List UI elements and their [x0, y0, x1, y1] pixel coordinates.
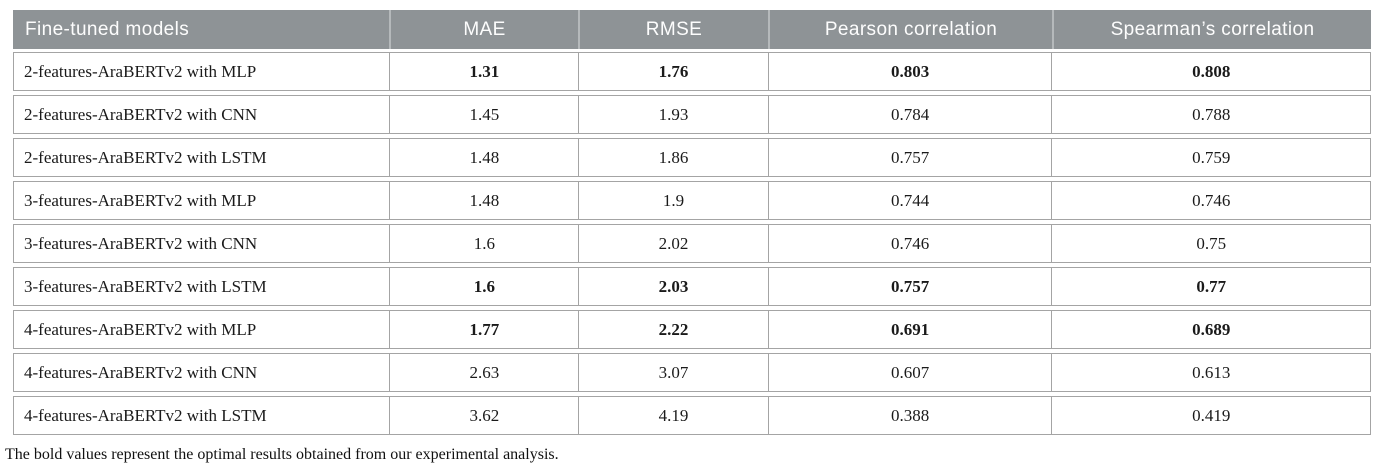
- model-name-cell: 3-features-AraBERTv2 with MLP: [24, 191, 257, 210]
- table-header-row: Fine-tuned models MAE RMSE Pearson correlat…: [13, 10, 1371, 49]
- table-row: 3-features-AraBERTv2 with CNN 1.6 2.02 0.74…: [13, 224, 1371, 263]
- model-name-cell: 3-features-AraBERTv2 with CNN: [24, 234, 258, 253]
- table-row: 2-features-AraBERTv2 with CNN 1.45 1.93 0.7…: [13, 95, 1371, 134]
- table-row: 4-features-AraBERTv2 with MLP 1.77 2.22 0.6…: [13, 310, 1371, 349]
- value-cell-rmse: 4.19: [578, 397, 768, 434]
- column-header-rmse: RMSE: [578, 10, 768, 49]
- table-row: 3-features-AraBERTv2 with MLP 1.48 1.9 0.74…: [13, 181, 1371, 220]
- value-cell-spearman-correlation: 0.613: [1051, 354, 1370, 391]
- value-cell-spearman-correlation: 0.746: [1051, 182, 1370, 219]
- value-cell-mae: 1.6: [389, 268, 578, 305]
- value-cell-pearson-correlation: 0.744: [767, 182, 1052, 219]
- value-cell-rmse: 2.22: [578, 311, 768, 348]
- value-cell-mae: 1.48: [389, 182, 578, 219]
- model-name-cell: 4-features-AraBERTv2 with MLP: [24, 320, 257, 339]
- value-cell-pearson-correlation: 0.784: [767, 96, 1052, 133]
- table-body: 2-features-AraBERTv2 with MLP 1.31 1.76 0.8…: [13, 52, 1371, 435]
- value-cell-mae: 1.48: [389, 139, 578, 176]
- value-cell-rmse: 1.93: [578, 96, 768, 133]
- value-cell-mae: 1.31: [389, 53, 578, 90]
- value-cell-spearman-correlation: 0.788: [1051, 96, 1370, 133]
- table-row: 4-features-AraBERTv2 with LSTM 3.62 4.19 0.…: [13, 396, 1371, 435]
- column-header-pearson-correlation: Pearson correlation: [768, 10, 1052, 49]
- value-cell-spearman-correlation: 0.75: [1051, 225, 1370, 262]
- model-name-cell: 2-features-AraBERTv2 with MLP: [24, 62, 257, 81]
- model-name-cell: 2-features-AraBERTv2 with CNN: [24, 105, 258, 124]
- value-cell-spearman-correlation: 0.689: [1051, 311, 1370, 348]
- value-cell-rmse: 2.03: [578, 268, 768, 305]
- value-cell-rmse: 3.07: [578, 354, 768, 391]
- model-name-cell: 3-features-AraBERTv2 with LSTM: [24, 277, 267, 296]
- value-cell-pearson-correlation: 0.803: [767, 53, 1052, 90]
- value-cell-pearson-correlation: 0.388: [767, 397, 1052, 434]
- table-row: 2-features-AraBERTv2 with MLP 1.31 1.76 0.8…: [13, 52, 1371, 91]
- table-row: 3-features-AraBERTv2 with LSTM 1.6 2.03 0.7…: [13, 267, 1371, 306]
- value-cell-spearman-correlation: 0.77: [1051, 268, 1370, 305]
- value-cell-rmse: 2.02: [578, 225, 768, 262]
- model-name-cell: 4-features-AraBERTv2 with CNN: [24, 363, 258, 382]
- value-cell-pearson-correlation: 0.746: [767, 225, 1052, 262]
- table-row: 2-features-AraBERTv2 with LSTM 1.48 1.86 0.…: [13, 138, 1371, 177]
- value-cell-mae: 3.62: [389, 397, 578, 434]
- value-cell-rmse: 1.76: [578, 53, 768, 90]
- column-header-mae: MAE: [389, 10, 578, 49]
- value-cell-mae: 1.77: [389, 311, 578, 348]
- value-cell-pearson-correlation: 0.691: [767, 311, 1052, 348]
- column-header-spearman-correlation: Spearman’s correlation: [1052, 10, 1371, 49]
- column-header-models: Fine-tuned models: [25, 19, 190, 40]
- value-cell-mae: 1.6: [389, 225, 578, 262]
- value-cell-mae: 2.63: [389, 354, 578, 391]
- model-name-cell: 2-features-AraBERTv2 with LSTM: [24, 148, 267, 167]
- table-row: 4-features-AraBERTv2 with CNN 2.63 3.07 0.6…: [13, 353, 1371, 392]
- value-cell-rmse: 1.86: [578, 139, 768, 176]
- value-cell-spearman-correlation: 0.808: [1051, 53, 1370, 90]
- model-name-cell: 4-features-AraBERTv2 with LSTM: [24, 406, 267, 425]
- value-cell-rmse: 1.9: [578, 182, 768, 219]
- value-cell-mae: 1.45: [389, 96, 578, 133]
- value-cell-spearman-correlation: 0.419: [1051, 397, 1370, 434]
- table-footnote: The bold values represent the optimal re…: [5, 446, 559, 463]
- value-cell-pearson-correlation: 0.757: [767, 268, 1052, 305]
- value-cell-pearson-correlation: 0.607: [767, 354, 1052, 391]
- value-cell-pearson-correlation: 0.757: [767, 139, 1052, 176]
- results-table: Fine-tuned models MAE RMSE Pearson correlat…: [5, 10, 1371, 464]
- value-cell-spearman-correlation: 0.759: [1051, 139, 1370, 176]
